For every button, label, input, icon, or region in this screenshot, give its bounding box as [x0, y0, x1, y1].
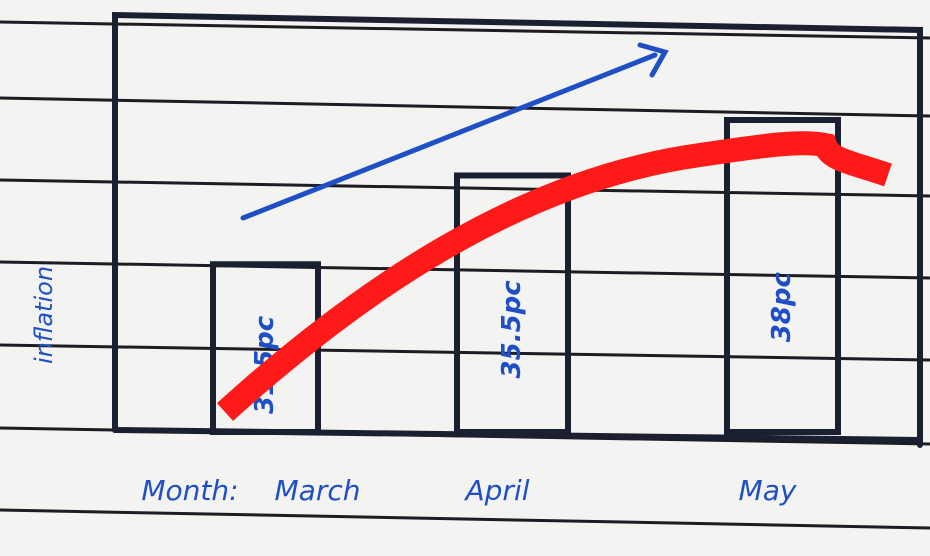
y-axis-label: inflation [30, 266, 58, 364]
x-tick-label: April [464, 474, 530, 507]
chart: inflation Month: 31.5pcMarch35.5pcApril3… [0, 0, 930, 556]
value-label: 35.5pc [497, 280, 527, 379]
value-label: 38pc [767, 272, 797, 343]
x-tick-label: March [275, 474, 361, 507]
x-axis-label: Month: [141, 474, 238, 507]
x-tick-label: May [739, 474, 797, 507]
